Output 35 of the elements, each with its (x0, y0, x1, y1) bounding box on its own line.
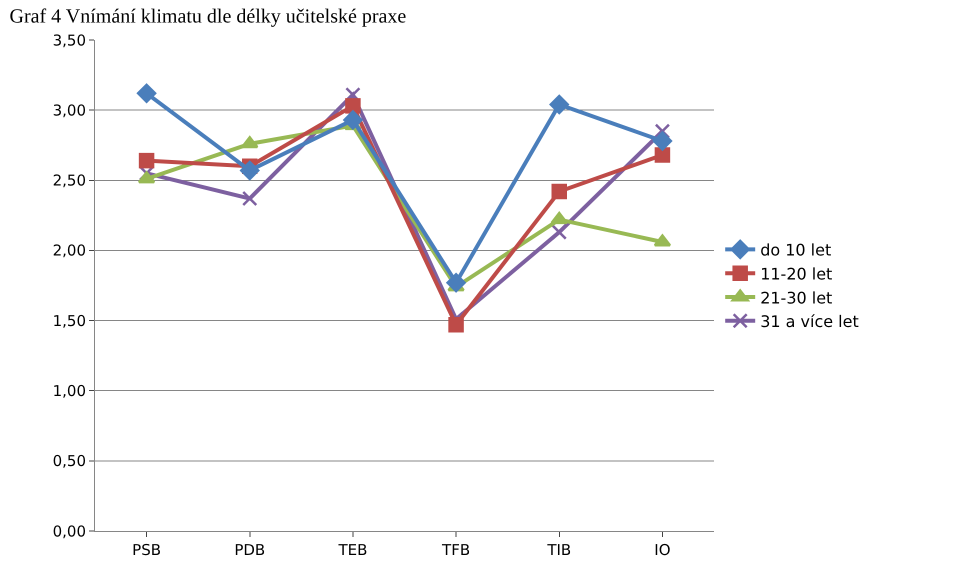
point (240, 160, 260, 180)
y-tick-label: 2,50 (52, 172, 86, 190)
x-tick-label: TFB (441, 541, 470, 559)
point (136, 84, 156, 104)
point (552, 184, 567, 200)
legend-label: 21-30 let (760, 288, 832, 308)
point (448, 317, 464, 333)
x-tick-label: PSB (132, 541, 162, 559)
x-tick-label: PDB (234, 541, 266, 559)
y-tick-label: 3,50 (52, 31, 86, 50)
point (552, 224, 567, 240)
point (550, 94, 569, 114)
y-tick-label: 1,00 (52, 382, 86, 400)
point (343, 110, 363, 130)
x-tick-label: IO (654, 541, 671, 559)
point (345, 98, 361, 114)
legend-label: do 10 let (760, 240, 832, 260)
y-tick-label: 0,00 (52, 522, 86, 540)
x-tick-label: TEB (337, 541, 368, 559)
point (652, 131, 672, 151)
point (654, 123, 670, 139)
point (550, 212, 568, 224)
point (242, 190, 258, 206)
legend-label: 11-20 let (760, 264, 832, 284)
legend-label: 31 a více let (760, 312, 859, 332)
chart-title: Graf 4 Vnímání klimatu dle délky učitelské praxe (10, 6, 406, 28)
point (138, 152, 154, 168)
point (654, 234, 672, 247)
y-tick-label: 2,00 (52, 242, 86, 260)
point (446, 272, 466, 292)
x-tick-label: TIB (546, 541, 572, 559)
y-tick-label: 3,00 (52, 101, 86, 120)
y-tick-label: 0,50 (52, 452, 86, 470)
y-tick-label: 1,50 (52, 312, 86, 330)
point (654, 147, 670, 163)
